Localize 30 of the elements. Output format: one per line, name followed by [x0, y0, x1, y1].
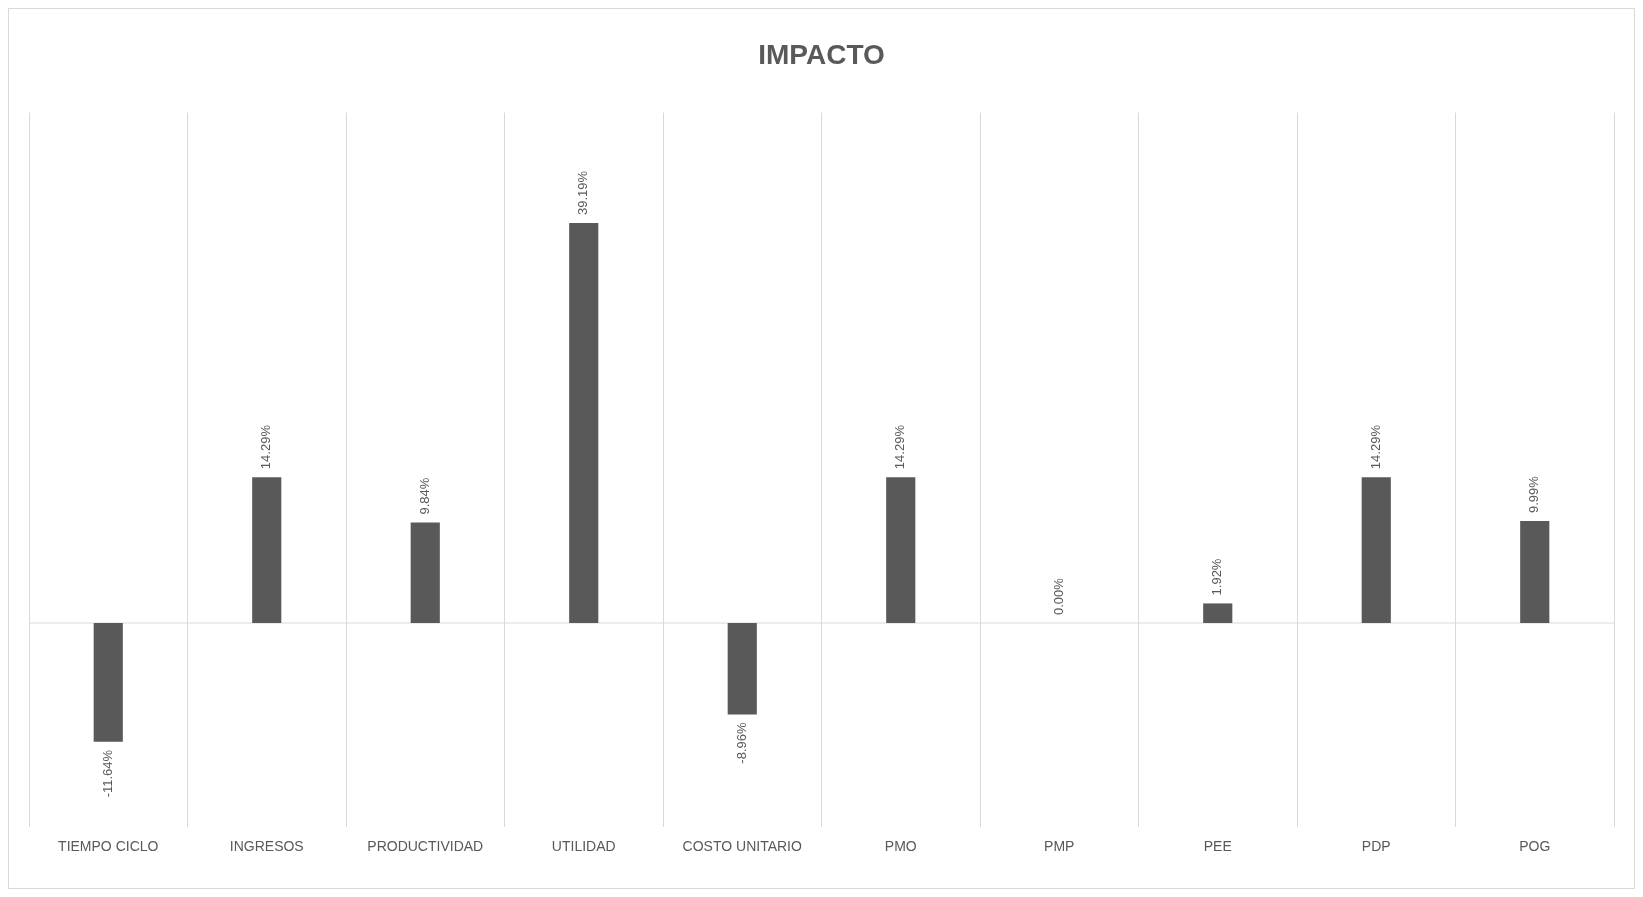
x-tick-label: INGRESOS	[229, 838, 304, 855]
x-tick-label: UTILIDAD	[551, 838, 616, 855]
bar	[252, 477, 282, 624]
data-label: 0.00%	[1050, 577, 1066, 616]
data-label: 39.19%	[575, 170, 591, 215]
x-tick-label: PRODUCTIVIDAD	[367, 838, 484, 855]
data-label: -11.64%	[99, 749, 115, 798]
bar	[410, 522, 440, 624]
data-label: 14.29%	[1367, 424, 1383, 470]
chart-title: IMPACTO	[758, 38, 885, 70]
bar	[1203, 603, 1233, 624]
bar	[727, 623, 757, 715]
data-label: -8.96%	[733, 722, 749, 764]
bar	[569, 222, 599, 624]
bar	[93, 623, 123, 742]
data-label: 1.92%	[1209, 558, 1225, 596]
bar	[886, 477, 916, 624]
x-tick-label: PMP	[1044, 838, 1075, 855]
data-label: 14.29%	[892, 424, 908, 470]
x-tick-label: TIEMPO CICLO	[58, 838, 159, 855]
data-label: 14.29%	[258, 424, 274, 470]
x-tick-label: COSTO UNITARIO	[682, 838, 802, 855]
x-tick-label: PEE	[1203, 838, 1232, 855]
bar	[1361, 477, 1391, 624]
x-tick-label: POG	[1519, 838, 1551, 855]
x-tick-label: PDP	[1361, 838, 1391, 855]
data-label: 9.84%	[416, 477, 432, 515]
data-label: 9.99%	[1526, 475, 1542, 514]
bar	[1520, 521, 1550, 624]
x-tick-label: PMO	[884, 838, 917, 855]
